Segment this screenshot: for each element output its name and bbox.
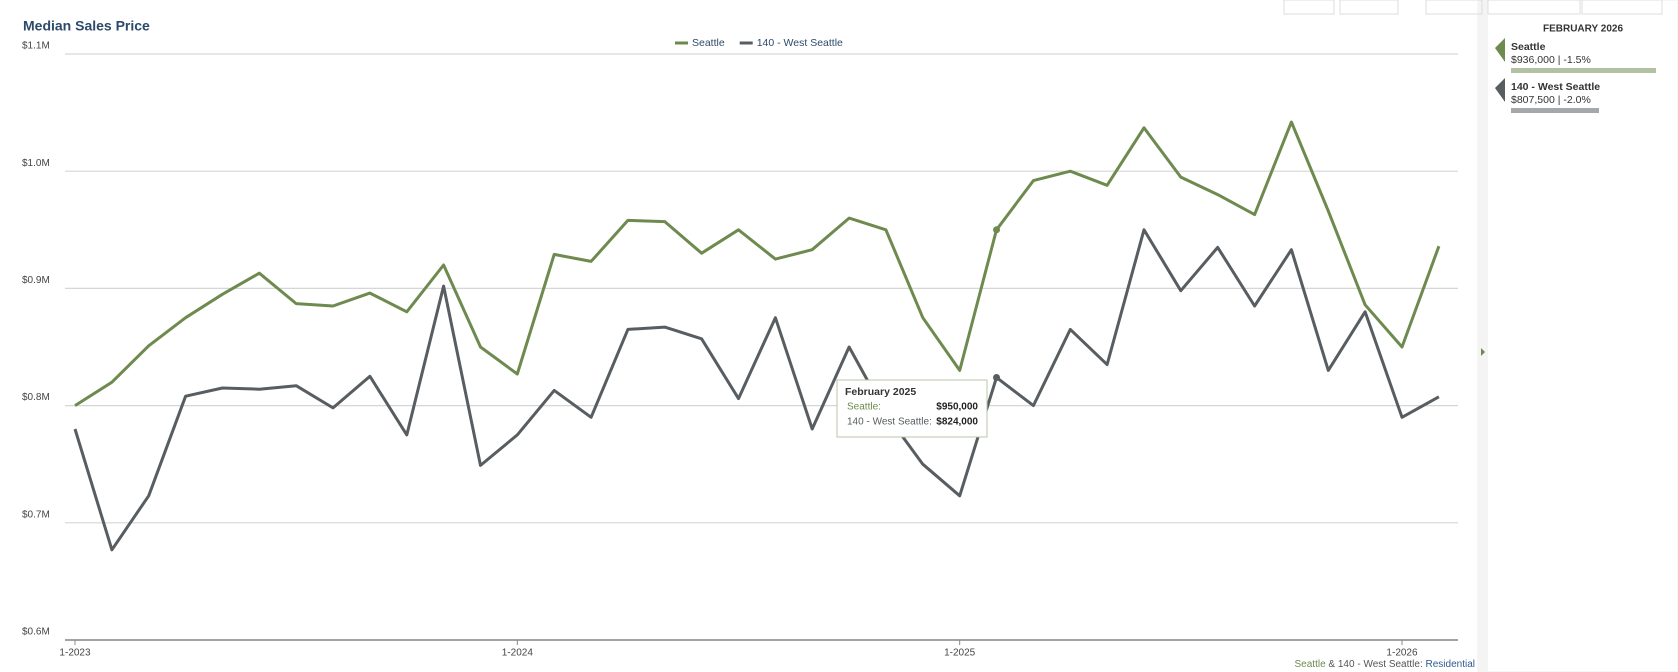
y-tick-label: $1.0M (22, 158, 50, 169)
legend-label: 140 - West Seattle (757, 37, 843, 49)
footer: Seattle & 140 - West Seattle: Residentia… (1295, 659, 1476, 670)
y-tick-label: $0.6M (22, 627, 50, 638)
chart-title: Median Sales Price (23, 18, 150, 34)
x-tick-label: 1-2024 (502, 648, 534, 659)
panel-value: $936,000 | -1.5% (1511, 54, 1591, 66)
hover-point (993, 373, 1001, 381)
panel-name: 140 - West Seattle (1511, 81, 1600, 93)
tooltip-name: 140 - West Seattle: (847, 417, 932, 428)
series-line (74, 120, 1441, 407)
footer-part: Residential (1426, 659, 1475, 670)
tool-button[interactable] (1425, 0, 1483, 15)
y-tick-label: $1.1M (22, 41, 50, 52)
toolbar (1283, 0, 1663, 15)
tooltip-value: $950,000 (936, 402, 978, 413)
panel-toggle[interactable] (1481, 348, 1485, 356)
tool-button[interactable] (1339, 0, 1399, 15)
x-tick-label: 1-2026 (1386, 648, 1418, 659)
x-tick-label: 1-2025 (944, 648, 976, 659)
hover-point (993, 226, 1001, 234)
footer-part: & (1328, 659, 1335, 670)
panel-title: FEBRUARY 2026 (1543, 24, 1623, 35)
tooltip-box (836, 379, 988, 438)
panel-bar (1511, 108, 1599, 113)
panel-divider (1478, 0, 1488, 672)
y-tick-label: $0.9M (22, 275, 50, 286)
tool-button[interactable] (1487, 0, 1581, 15)
tooltip-title: February 2025 (845, 386, 916, 398)
x-tick-label: 1-2023 (59, 648, 91, 659)
y-tick-label: $0.7M (22, 509, 50, 520)
legend-label: Seattle (692, 37, 725, 49)
tool-button[interactable] (1283, 0, 1335, 15)
series-line (73, 228, 1440, 552)
panel-marker (1495, 38, 1505, 62)
panel-marker (1495, 78, 1505, 102)
y-tick-label: $0.8M (22, 392, 50, 403)
panel-bar (1511, 68, 1656, 73)
footer-part: 140 - West Seattle: (1338, 659, 1423, 670)
tool-button[interactable] (1581, 0, 1663, 15)
tooltip-value: $824,000 (936, 417, 978, 428)
footer-part: Seattle (1295, 659, 1327, 670)
tooltip-name: Seattle: (847, 402, 881, 413)
panel-name: Seattle (1511, 41, 1546, 53)
panel-value: $807,500 | -2.0% (1511, 94, 1591, 106)
